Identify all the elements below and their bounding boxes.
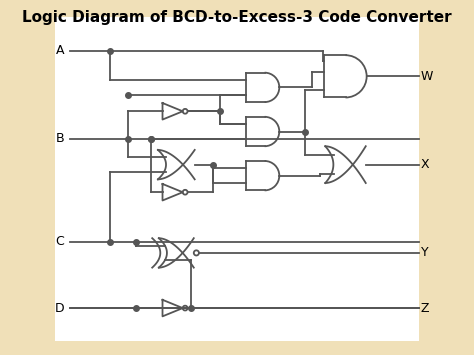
Text: Logic Diagram of BCD-to-Excess-3 Code Converter: Logic Diagram of BCD-to-Excess-3 Code Co…	[22, 10, 452, 25]
Text: C: C	[55, 235, 64, 248]
Text: W: W	[421, 70, 433, 83]
Text: Y: Y	[421, 246, 428, 260]
Text: X: X	[421, 158, 429, 171]
Text: B: B	[55, 132, 64, 146]
Text: D: D	[55, 302, 64, 315]
Text: A: A	[55, 44, 64, 57]
Text: Z: Z	[421, 302, 429, 315]
